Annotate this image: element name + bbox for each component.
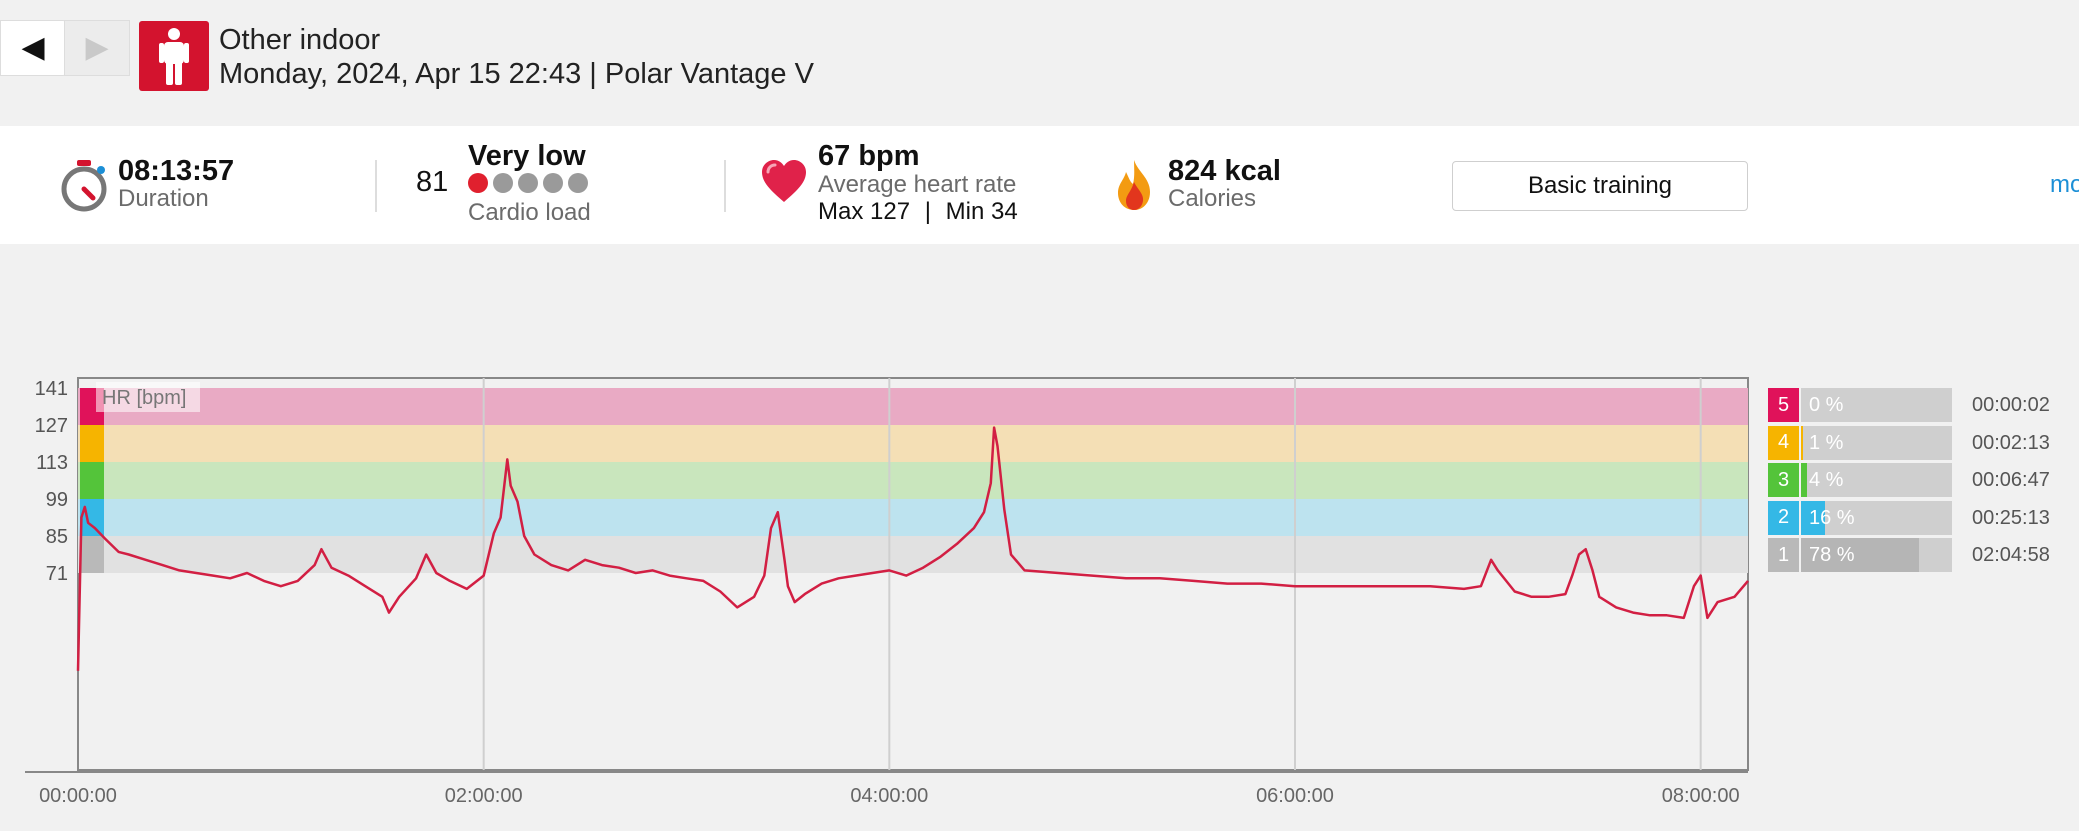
zone-number: 1 — [1768, 538, 1799, 572]
session-subtitle: Monday, 2024, Apr 15 22:43 | Polar Vanta… — [219, 58, 814, 90]
zone-percent-label: 0 % — [1809, 394, 1844, 416]
zone-percent-bar: 78 % — [1801, 538, 1952, 572]
x-tick-label: 08:00:00 — [1662, 785, 1740, 807]
cardio-load-value: 81 — [416, 166, 449, 198]
cardio-load-dots — [468, 173, 593, 198]
basic-training-button[interactable]: Basic training — [1452, 161, 1748, 211]
zone-summary-row: 2 16 % — [1768, 500, 1952, 535]
zone-percent-fill — [1801, 463, 1808, 497]
zone-swatch-3 — [80, 462, 104, 499]
zone-time-label: 00:00:02 — [1972, 394, 2050, 416]
heart-icon — [760, 158, 808, 209]
heart-rate-label: Average heart rate — [818, 171, 1017, 198]
zone-time-label: 00:02:13 — [1972, 431, 2050, 454]
zone-percent-bar: 16 % — [1801, 500, 1952, 535]
zone-band-2 — [78, 499, 1748, 536]
dot-icon — [468, 173, 488, 193]
dot-icon — [518, 173, 538, 193]
summary-bar — [0, 126, 2079, 244]
zone-summary-row: 5 0 % — [1768, 388, 1952, 422]
zone-number: 2 — [1768, 500, 1799, 535]
heart-rate-range: Max 127 | Min 34 — [818, 198, 1018, 226]
zone-time-label: 00:06:47 — [1972, 469, 2050, 491]
y-tick-label: 141 — [35, 378, 68, 400]
triangle-left-icon: ◀ — [21, 31, 45, 64]
heart-rate-max: Max 127 — [818, 198, 911, 225]
y-tick-label: 71 — [46, 563, 68, 585]
zone-summary-row: 4 1 % — [1768, 425, 1952, 460]
heart-rate-chart: 00:00:00 02:00:00 04:00:00 06:00:00 08:00:00… — [0, 360, 1760, 826]
dot-icon — [493, 173, 513, 193]
zone-percent-fill — [1801, 500, 1826, 535]
next-button[interactable]: ▶ — [64, 20, 130, 76]
heart-rate-min: Min 34 — [945, 198, 1018, 225]
zone-band-4 — [78, 425, 1748, 462]
zone-summary-row: 3 4 % — [1768, 463, 1952, 497]
y-axis-label: HR [bpm] — [102, 387, 186, 409]
heart-rate-line — [76, 426, 1749, 671]
heart-rate-divider: | — [924, 198, 931, 225]
heart-rate-average: 67 bpm — [818, 140, 920, 172]
heart-rate-chart-svg: 00:00:00 02:00:00 04:00:00 06:00:00 08:00:00… — [25, 377, 1749, 807]
cardio-load-level: Very low — [468, 140, 586, 172]
zone-percent-bar: 4 % — [1801, 463, 1952, 497]
zone-number: 4 — [1768, 425, 1799, 460]
y-tick-label: 99 — [46, 489, 68, 511]
zone-percent-fill — [1801, 538, 1919, 572]
duration-value: 08:13:57 — [118, 155, 235, 187]
y-tick-label: 127 — [35, 415, 68, 437]
zone-swatch-4 — [80, 425, 104, 462]
zone-band-3 — [78, 462, 1748, 499]
zone-time-label: 00:25:13 — [1972, 506, 2050, 529]
dot-icon — [568, 173, 588, 193]
zone-band-1 — [78, 536, 1748, 573]
zone-swatch-2 — [80, 499, 104, 536]
zone-number: 3 — [1768, 463, 1799, 497]
zone-percent-label: 4 % — [1809, 469, 1844, 491]
stopwatch-icon — [58, 158, 110, 219]
x-tick-label: 00:00:00 — [39, 785, 117, 807]
zone-percent-bar: 1 % — [1801, 425, 1952, 460]
zone-percent-label: 1 % — [1809, 431, 1844, 454]
calories-label: Calories — [1168, 185, 1257, 212]
zone-percent-label: 16 % — [1809, 506, 1855, 529]
zone-swatch-1 — [80, 536, 104, 573]
x-tick-label: 06:00:00 — [1256, 785, 1334, 807]
triangle-right-icon: ▶ — [85, 31, 109, 64]
y-tick-label: 85 — [46, 526, 68, 548]
dot-icon — [543, 173, 563, 193]
more-link[interactable]: mo — [2050, 171, 2079, 198]
zone-time-label: 02:04:58 — [1972, 544, 2050, 566]
calories-value: 824 kcal — [1168, 155, 1281, 187]
previous-button[interactable]: ◀ — [0, 20, 66, 76]
zone-percent-fill — [1801, 425, 1803, 460]
cardio-load-label: Cardio load — [468, 199, 591, 226]
y-axis-label-box — [96, 382, 200, 412]
person-standing-icon — [139, 21, 209, 91]
y-tick-label: 113 — [36, 452, 68, 474]
zone-percent-label: 78 % — [1809, 544, 1855, 566]
zone-percent-bar: 0 % — [1801, 388, 1952, 422]
page-title: Other indoor — [219, 24, 381, 56]
zone-summary-row: 1 78 % — [1768, 538, 1952, 572]
x-tick-label: 04:00:00 — [850, 785, 928, 807]
divider — [724, 160, 726, 212]
zone-band-5 — [78, 388, 1748, 425]
x-tick-label: 02:00:00 — [445, 785, 523, 807]
flame-icon — [1114, 158, 1154, 217]
divider — [375, 160, 377, 212]
duration-label: Duration — [118, 185, 209, 212]
zone-number: 5 — [1768, 388, 1799, 422]
